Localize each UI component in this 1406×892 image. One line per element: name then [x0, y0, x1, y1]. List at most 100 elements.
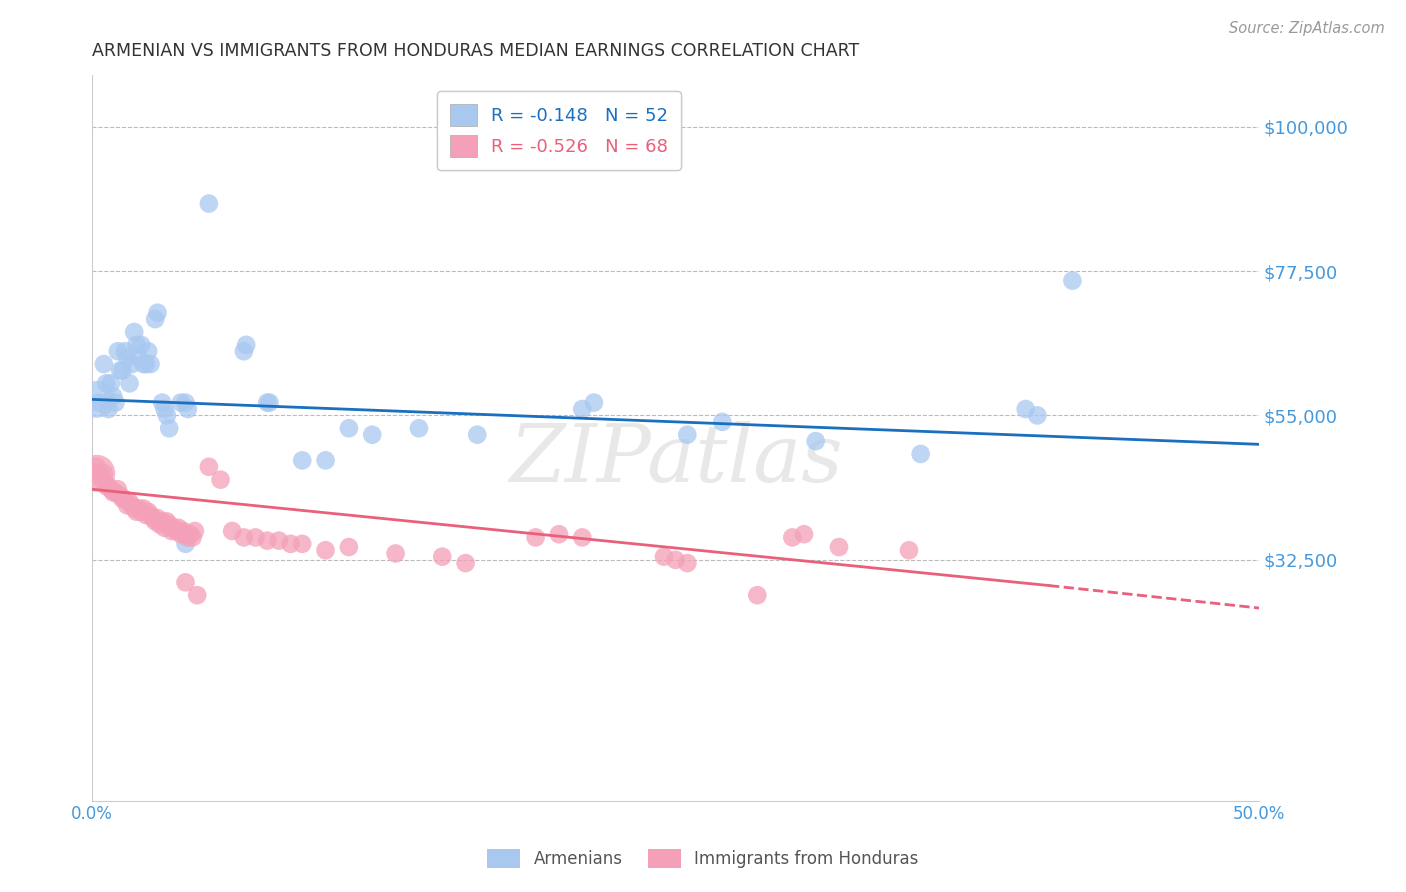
Point — [221, 524, 243, 538]
Point — [1062, 274, 1084, 288]
Point — [256, 533, 278, 548]
Point — [136, 505, 159, 519]
Point — [408, 421, 430, 435]
Point — [280, 537, 302, 551]
Point — [115, 498, 138, 512]
Point — [170, 527, 193, 541]
Point — [86, 392, 108, 407]
Point — [86, 467, 108, 481]
Point — [186, 588, 208, 602]
Point — [146, 511, 169, 525]
Point — [118, 495, 141, 509]
Point — [245, 530, 267, 544]
Point — [128, 351, 150, 365]
Point — [93, 357, 115, 371]
Point — [337, 421, 360, 435]
Point — [156, 409, 179, 423]
Point — [259, 395, 281, 409]
Point — [198, 459, 221, 474]
Point — [163, 521, 186, 535]
Point — [149, 517, 172, 532]
Point — [782, 530, 804, 544]
Point — [337, 540, 360, 554]
Point — [111, 491, 134, 506]
Point — [384, 546, 406, 560]
Point — [165, 524, 187, 538]
Point — [101, 389, 124, 403]
Point — [89, 395, 111, 409]
Point — [174, 527, 197, 541]
Text: ZIPatlas: ZIPatlas — [509, 421, 842, 499]
Point — [107, 344, 129, 359]
Point — [108, 489, 131, 503]
Point — [121, 357, 143, 371]
Point — [828, 540, 851, 554]
Point — [170, 395, 193, 409]
Point — [432, 549, 454, 564]
Point — [104, 395, 127, 409]
Point — [465, 427, 488, 442]
Point — [139, 508, 162, 522]
Point — [315, 453, 337, 467]
Point — [100, 376, 122, 391]
Point — [1015, 402, 1038, 417]
Point — [291, 453, 314, 467]
Point — [89, 467, 111, 481]
Point — [90, 473, 112, 487]
Point — [129, 338, 152, 352]
Point — [118, 376, 141, 391]
Point — [291, 537, 314, 551]
Point — [256, 395, 278, 409]
Point — [136, 344, 159, 359]
Point — [652, 549, 675, 564]
Point — [232, 530, 254, 544]
Point — [898, 543, 921, 558]
Point — [910, 447, 932, 461]
Point — [804, 434, 827, 449]
Point — [150, 514, 173, 528]
Point — [454, 556, 477, 570]
Point — [157, 421, 180, 435]
Legend: Armenians, Immigrants from Honduras: Armenians, Immigrants from Honduras — [481, 842, 925, 875]
Point — [676, 556, 699, 570]
Point — [179, 527, 201, 541]
Point — [132, 357, 155, 371]
Point — [143, 514, 166, 528]
Point — [114, 491, 136, 506]
Point — [107, 483, 129, 497]
Point — [122, 501, 145, 516]
Point — [153, 402, 176, 417]
Text: Source: ZipAtlas.com: Source: ZipAtlas.com — [1229, 21, 1385, 36]
Point — [97, 479, 120, 493]
Point — [100, 483, 122, 497]
Point — [174, 575, 197, 590]
Point — [747, 588, 769, 602]
Point — [676, 427, 699, 442]
Point — [156, 514, 179, 528]
Point — [177, 530, 200, 544]
Point — [548, 527, 571, 541]
Point — [125, 505, 148, 519]
Point — [153, 521, 176, 535]
Legend: R = -0.148   N = 52, R = -0.526   N = 68: R = -0.148 N = 52, R = -0.526 N = 68 — [437, 92, 681, 169]
Point — [150, 395, 173, 409]
Point — [96, 479, 118, 493]
Point — [177, 402, 200, 417]
Point — [108, 363, 131, 377]
Point — [139, 357, 162, 371]
Point — [582, 395, 605, 409]
Point — [143, 312, 166, 326]
Point — [135, 508, 157, 522]
Point — [267, 533, 290, 548]
Point — [146, 306, 169, 320]
Point — [128, 501, 150, 516]
Point — [101, 485, 124, 500]
Point — [198, 196, 221, 211]
Point — [315, 543, 337, 558]
Point — [711, 415, 734, 429]
Point — [111, 363, 134, 377]
Point — [209, 473, 232, 487]
Point — [86, 459, 108, 474]
Point — [125, 338, 148, 352]
Point — [96, 376, 118, 391]
